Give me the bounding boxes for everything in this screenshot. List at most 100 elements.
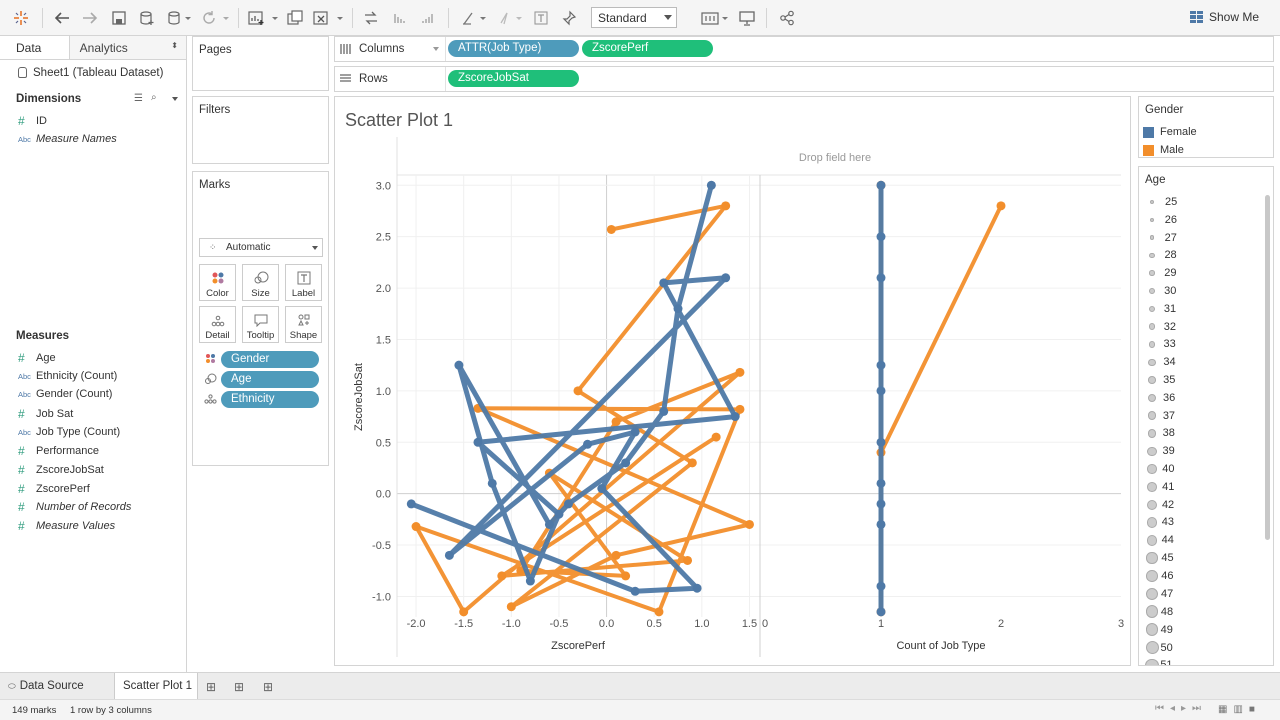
clear-sheet-icon[interactable]	[311, 6, 345, 30]
age-legend-item[interactable]: 38	[1147, 427, 1175, 439]
age-legend-item[interactable]: 29	[1147, 267, 1177, 279]
field-ethnicity-count[interactable]: Abc Ethnicity (Count)	[18, 370, 117, 382]
age-legend-item[interactable]: 31	[1147, 303, 1176, 315]
zscoreperf-pill[interactable]: ZscorePerf	[582, 40, 713, 57]
tab-analytics[interactable]: Analytics ⬍	[69, 36, 186, 59]
age-pill[interactable]: Age	[221, 371, 319, 388]
redo-icon[interactable]	[79, 6, 101, 30]
tab-scatter-plot-1[interactable]: Scatter Plot 1	[114, 673, 198, 700]
tab-data[interactable]: Data	[0, 36, 70, 59]
show-mark-labels-icon[interactable]	[530, 6, 552, 30]
show-cards-icon[interactable]	[700, 6, 730, 30]
age-legend-item[interactable]: 32	[1147, 321, 1176, 333]
new-story-icon[interactable]: ⊞	[263, 680, 274, 694]
field-measure-values[interactable]: # Measure Values	[18, 519, 115, 533]
fit-dropdown[interactable]: Standard	[591, 7, 677, 28]
sort-ascending-icon[interactable]	[389, 6, 411, 30]
field-number-of-records[interactable]: # Number of Records	[18, 500, 131, 514]
search-icon[interactable]: ⌕	[151, 92, 157, 103]
rows-shelf[interactable]: Rows ZscoreJobSat	[334, 66, 1274, 92]
age-legend-item[interactable]: 47	[1146, 588, 1173, 600]
view-mode-icons[interactable]: ▦▥■	[1218, 704, 1261, 715]
nav-arrows-icon[interactable]: ⏮◂▸⏭	[1155, 703, 1208, 714]
data-point	[406, 499, 416, 509]
size-button[interactable]: Size	[242, 264, 279, 301]
field-performance[interactable]: # Performance	[18, 444, 99, 458]
age-legend-item[interactable]: 42	[1146, 499, 1174, 511]
field-gender-count[interactable]: Abc Gender (Count)	[18, 388, 112, 400]
detail-button[interactable]: Detail	[199, 306, 236, 343]
ethnicity-pill[interactable]: Ethnicity	[221, 391, 319, 408]
data-source-item[interactable]: Sheet1 (Tableau Dataset)	[18, 67, 163, 79]
refresh-icon[interactable]	[198, 6, 232, 30]
gender-pill[interactable]: Gender	[221, 351, 319, 368]
age-legend-item[interactable]: 51	[1145, 658, 1173, 665]
age-legend-item[interactable]: 30	[1147, 285, 1176, 297]
legend-item-female[interactable]: Female	[1143, 126, 1197, 138]
zscorejobsat-pill[interactable]: ZscoreJobSat	[448, 70, 579, 87]
new-worksheet-icon[interactable]	[246, 6, 280, 30]
filters-card[interactable]: Filters	[192, 96, 329, 164]
field-id[interactable]: # ID	[18, 114, 47, 128]
age-legend-item[interactable]: 50	[1145, 641, 1173, 654]
field-zscoreperf[interactable]: # ZscorePerf	[18, 482, 90, 496]
age-legend-item[interactable]: 26	[1147, 214, 1177, 226]
age-legend-item[interactable]: 36	[1147, 392, 1175, 404]
pin-axes-icon[interactable]	[558, 6, 580, 30]
age-legend-item[interactable]: 43	[1146, 516, 1174, 528]
field-job-type-count[interactable]: Abc Job Type (Count)	[18, 426, 120, 438]
age-legend-item[interactable]: 34	[1147, 356, 1176, 368]
age-legend-item[interactable]: 27	[1147, 232, 1177, 244]
age-legend-item[interactable]: 28	[1147, 249, 1177, 261]
columns-shelf[interactable]: Columns ATTR(Job Type) ZscorePerf	[334, 36, 1274, 62]
age-legend-item[interactable]: 41	[1147, 481, 1174, 493]
save-icon[interactable]	[108, 6, 130, 30]
data-point	[876, 581, 886, 591]
age-legend-item[interactable]: 46	[1146, 570, 1173, 582]
highlight-icon[interactable]	[458, 6, 488, 30]
field-age[interactable]: # Age	[18, 351, 56, 365]
age-legend-item[interactable]: 45	[1146, 552, 1174, 564]
scatter-plot[interactable]: Drop field here 3.0 2.5 2.0 1.5 1.0 0.5 0.0 -0.5…	[335, 97, 1130, 665]
age-legend-item[interactable]: 33	[1147, 338, 1176, 350]
new-data-source-icon[interactable]	[136, 6, 158, 30]
show-me-button[interactable]: Show Me	[1190, 10, 1259, 24]
age-legend-item[interactable]: 35	[1147, 374, 1175, 386]
attr-job-type-pill[interactable]: ATTR(Job Type)	[448, 40, 579, 57]
age-legend-item[interactable]: 25	[1147, 196, 1177, 208]
pages-card[interactable]: Pages	[192, 36, 329, 91]
field-job-sat[interactable]: # Job Sat	[18, 407, 73, 421]
sheet-title[interactable]: Scatter Plot 1	[345, 110, 454, 130]
undo-icon[interactable]	[51, 6, 73, 30]
field-zscorejobsat[interactable]: # ZscoreJobSat	[18, 463, 104, 477]
chevron-down-icon[interactable]	[172, 97, 178, 101]
mark-type-dropdown[interactable]: ⁘ Automatic	[199, 238, 323, 257]
age-legend-item[interactable]: 48	[1145, 605, 1173, 618]
shape-button[interactable]: Shape	[285, 306, 322, 343]
group-members-icon[interactable]	[494, 6, 524, 30]
scrollbar[interactable]	[1265, 195, 1270, 540]
age-legend-item[interactable]: 40	[1147, 463, 1175, 475]
sort-descending-icon[interactable]	[417, 6, 439, 30]
new-worksheet-icon[interactable]: ⊞	[206, 680, 217, 694]
label-button[interactable]: Label	[285, 264, 322, 301]
tooltip-button[interactable]: Tooltip	[242, 306, 279, 343]
data-source-menu-icon[interactable]	[164, 6, 194, 30]
new-dashboard-icon[interactable]: ⊞	[234, 680, 245, 694]
age-legend-label: 35	[1163, 374, 1176, 386]
view-list-icon[interactable]: ☰	[134, 93, 143, 104]
tableau-logo-icon[interactable]	[10, 6, 32, 30]
presentation-mode-icon[interactable]	[736, 6, 758, 30]
duplicate-sheet-icon[interactable]	[284, 6, 306, 30]
legend-item-male[interactable]: Male	[1143, 144, 1184, 156]
share-icon[interactable]	[776, 6, 798, 30]
data-source-tab[interactable]: ⬭ Data Source	[8, 673, 84, 700]
age-legend-item[interactable]: 37	[1147, 410, 1175, 422]
age-legend-item[interactable]: 44	[1146, 534, 1174, 546]
age-legend-item[interactable]: 49	[1145, 623, 1173, 636]
field-measure-names[interactable]: Abc Measure Names	[18, 133, 117, 145]
automatic-mark-icon: ⁘	[209, 242, 217, 252]
age-legend-item[interactable]: 39	[1147, 445, 1175, 457]
swap-rows-columns-icon[interactable]	[360, 6, 382, 30]
color-button[interactable]: Color	[199, 264, 236, 301]
